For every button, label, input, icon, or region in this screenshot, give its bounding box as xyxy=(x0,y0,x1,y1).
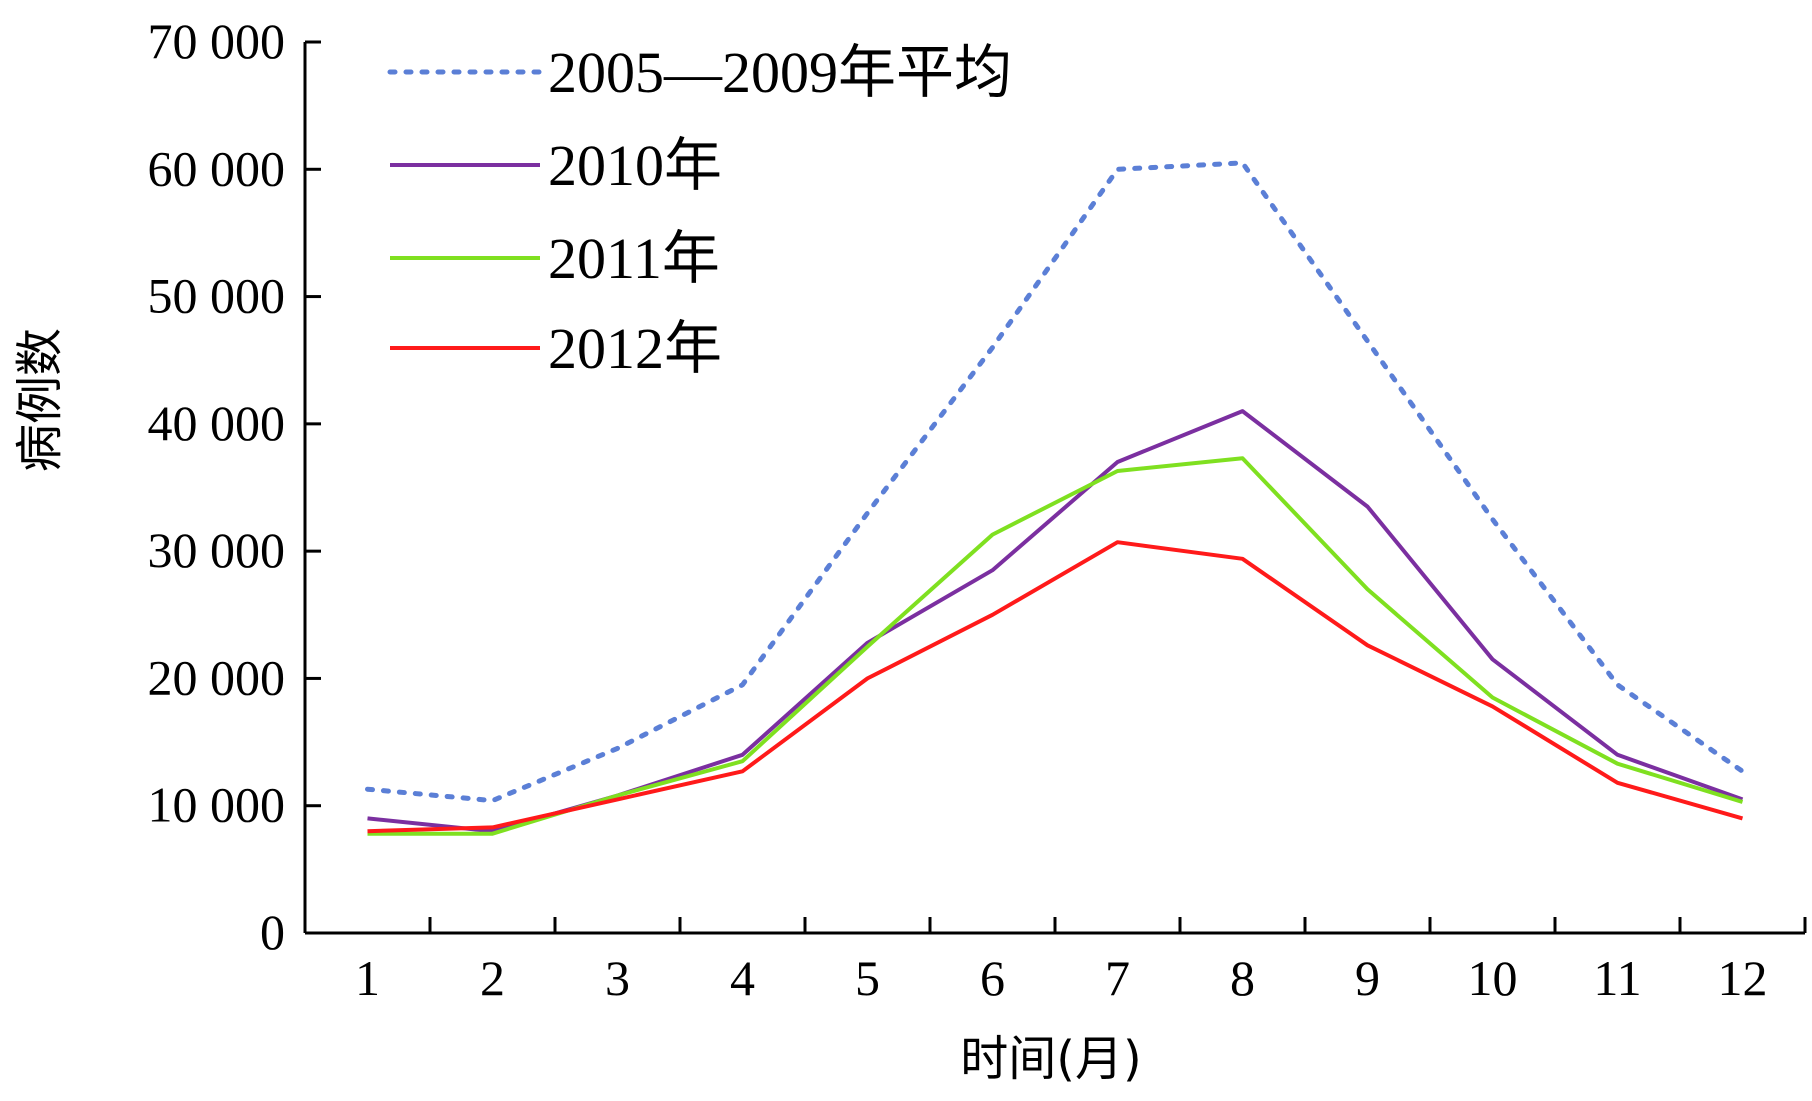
series-lines xyxy=(365,160,1745,836)
y-tick-label: 40 000 xyxy=(148,395,286,451)
x-tick-label: 8 xyxy=(1230,950,1255,1006)
legend-label-0: 2005—2009年平均 xyxy=(548,40,1012,105)
tick-labels: 0 10 000 20 000 30 000 40 000 50 000 60 000 70 … xyxy=(148,13,1768,1006)
y-tick-label: 70 000 xyxy=(148,13,286,69)
legend: 2005—2009年平均 2010年 2011年 2012年 xyxy=(387,40,1012,381)
series-line-3 xyxy=(367,540,1744,834)
x-tick-label: 10 xyxy=(1468,950,1518,1006)
x-tick-label: 6 xyxy=(980,950,1005,1006)
x-tick-label: 2 xyxy=(480,950,505,1006)
axes xyxy=(303,42,1805,935)
y-tick-label: 50 000 xyxy=(148,268,286,324)
x-tick-label: 1 xyxy=(355,950,380,1006)
y-tick-label: 30 000 xyxy=(148,522,286,578)
x-tick-label: 9 xyxy=(1355,950,1380,1006)
y-axis-title: 病例数 xyxy=(12,328,68,472)
y-tick-label: 20 000 xyxy=(148,649,286,705)
y-tick-label: 0 xyxy=(260,904,285,960)
x-tick-label: 4 xyxy=(730,950,755,1006)
x-tick-label: 3 xyxy=(605,950,630,1006)
tick-marks xyxy=(305,40,1807,935)
x-axis-title: 时间(月) xyxy=(960,1031,1141,1087)
series-line-0 xyxy=(365,160,1745,804)
x-tick-label: 11 xyxy=(1593,950,1641,1006)
x-tick-label: 12 xyxy=(1718,950,1768,1006)
series-line-2 xyxy=(367,456,1744,836)
legend-label-1: 2010年 xyxy=(548,133,722,198)
x-tick-label: 7 xyxy=(1105,950,1130,1006)
legend-label-2: 2011年 xyxy=(548,226,720,291)
legend-label-3: 2012年 xyxy=(548,316,722,381)
y-tick-label: 60 000 xyxy=(148,140,286,196)
x-tick-label: 5 xyxy=(855,950,880,1006)
y-tick-label: 10 000 xyxy=(148,777,286,833)
